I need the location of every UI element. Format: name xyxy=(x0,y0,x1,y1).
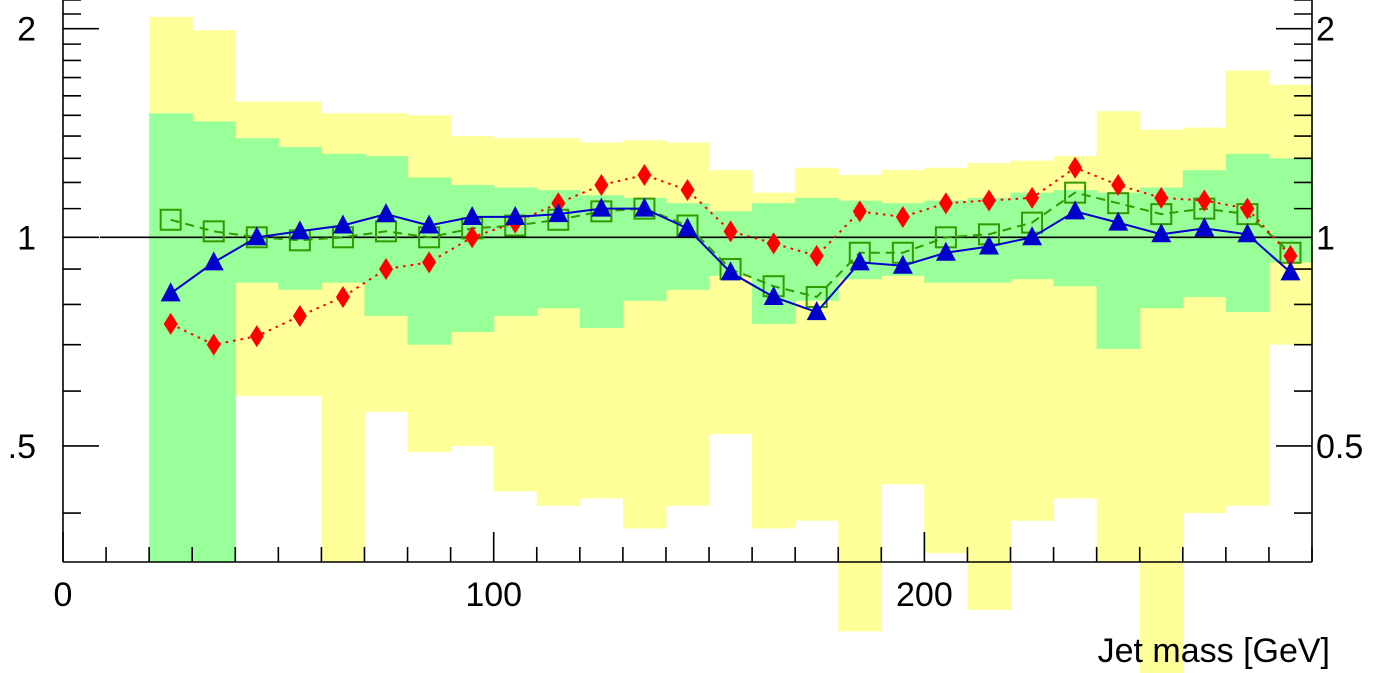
triangle-marker xyxy=(1280,261,1301,281)
square-marker xyxy=(159,208,182,231)
triangle-marker xyxy=(806,301,827,321)
triangle-marker xyxy=(203,251,224,271)
y-tick-label-left: 1 xyxy=(17,219,36,257)
triangle-marker xyxy=(763,286,784,306)
triangle-marker xyxy=(160,282,181,302)
triangle-marker xyxy=(332,214,353,234)
triangle-marker xyxy=(376,203,397,223)
triangle-marker xyxy=(849,251,870,271)
diamond-marker xyxy=(1111,173,1126,196)
two-sigma-band-bin xyxy=(665,142,710,506)
diamond-series-line xyxy=(170,166,1292,346)
triangle-marker xyxy=(978,235,999,255)
diamond-marker xyxy=(1025,186,1040,209)
y-tick-label-right: 0.5 xyxy=(1316,428,1363,466)
one-sigma-band-bin xyxy=(364,156,409,316)
one-sigma-band-bin xyxy=(235,138,279,283)
diamond-marker xyxy=(895,205,910,228)
triangle-marker xyxy=(634,197,655,217)
square-marker xyxy=(202,220,225,243)
triangle-marker xyxy=(1151,223,1172,243)
series-layer xyxy=(159,156,1302,356)
x-tick-label: 100 xyxy=(465,576,522,614)
triangle-marker xyxy=(289,220,310,240)
triangle-series xyxy=(160,197,1301,321)
two-sigma-band-bin xyxy=(709,170,753,435)
triangle-marker xyxy=(1194,217,1215,237)
one-sigma-band-bin xyxy=(278,146,323,290)
diamond-marker xyxy=(1240,197,1255,220)
diamond-marker xyxy=(335,286,350,309)
triangle-marker xyxy=(548,203,569,223)
triangle-marker xyxy=(1108,211,1129,231)
x-tick-label: 200 xyxy=(896,576,953,614)
diamond-marker xyxy=(938,192,953,215)
triangle-marker xyxy=(892,254,913,274)
triangle-marker xyxy=(591,197,612,217)
one-sigma-band-bin xyxy=(579,195,624,328)
y-tick-label-right: 1 xyxy=(1316,219,1335,257)
triangle-marker xyxy=(1065,200,1086,220)
y-tick-label-left: 2 xyxy=(17,11,36,49)
diamond-marker xyxy=(1283,244,1298,267)
diamond-marker xyxy=(680,179,695,202)
triangle-marker xyxy=(462,205,483,225)
one-sigma-band-bin xyxy=(665,203,710,290)
triangle-marker xyxy=(935,241,956,261)
triangle-marker xyxy=(1022,226,1043,246)
diamond-marker xyxy=(723,220,738,243)
diamond-marker xyxy=(766,232,781,255)
diamond-marker xyxy=(249,325,264,348)
triangle-marker xyxy=(1237,223,1258,243)
x-tick-label: 0 xyxy=(54,576,73,614)
diamond-marker xyxy=(594,173,609,196)
x-axis-title: Jet mass [GeV] xyxy=(1098,632,1330,670)
diamond-marker xyxy=(1154,186,1169,209)
diamond-marker xyxy=(1068,156,1083,179)
diamond-marker xyxy=(465,226,480,249)
one-sigma-band-bin xyxy=(149,113,193,562)
diamond-marker xyxy=(206,333,221,356)
triangle-marker xyxy=(677,217,698,237)
triangle-marker xyxy=(720,261,741,281)
triangle-marker xyxy=(246,226,267,246)
diamond-marker xyxy=(809,244,824,267)
y-tick-label-left: .5 xyxy=(8,428,36,466)
diamond-marker xyxy=(981,189,996,212)
diamond-marker xyxy=(379,258,394,281)
y-tick-label-right: 2 xyxy=(1316,11,1335,49)
diamond-marker xyxy=(637,163,652,186)
diamond-marker xyxy=(852,200,867,223)
one-sigma-band-bin xyxy=(1268,158,1313,263)
diamond-marker xyxy=(292,304,307,327)
axes-layer: 0 100 200 .5 0.5 1 1 2 2 xyxy=(8,0,1363,614)
diamond-marker xyxy=(163,312,178,335)
triangle-marker xyxy=(505,205,526,225)
diamond-marker xyxy=(1197,189,1212,212)
one-sigma-band-bin xyxy=(752,203,796,324)
diamond-marker xyxy=(422,251,437,274)
triangle-marker xyxy=(419,214,440,234)
